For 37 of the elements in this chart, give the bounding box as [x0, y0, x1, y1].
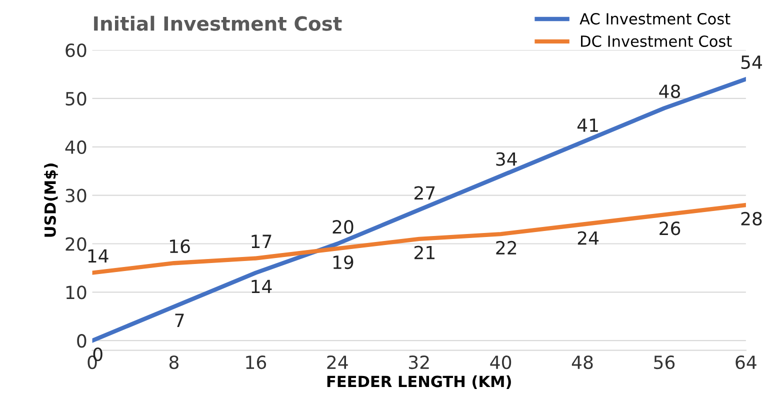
y-tick-label: 20: [66, 237, 86, 251]
data-label: 34: [496, 152, 517, 166]
x-tick-label: 8: [169, 355, 178, 370]
data-label: 7: [175, 314, 184, 327]
data-label: 54: [741, 56, 762, 70]
data-label: 17: [252, 234, 272, 248]
data-label: 20: [332, 220, 354, 234]
y-tick-label: 60: [66, 44, 86, 58]
y-tick-label: 40: [65, 140, 86, 154]
data-label: 26: [660, 222, 680, 236]
x-tick-label: 40: [490, 355, 512, 370]
x-tick-label: 16: [246, 355, 266, 370]
x-tick-label: 32: [408, 355, 429, 370]
data-label: 14: [252, 280, 272, 294]
y-tick-label: 10: [66, 286, 86, 300]
data-label: 27: [414, 186, 435, 200]
legend-label: AC Investment Cost: [580, 13, 730, 25]
data-label: 14: [88, 249, 108, 263]
data-label: 41: [577, 118, 598, 132]
y-tick-label: 30: [66, 188, 86, 202]
data-label: 16: [170, 239, 190, 254]
data-label: 28: [741, 212, 762, 226]
x-axis-title: FEEDER LENGTH (KM): [327, 375, 511, 390]
y-axis-title: USD(M$): [44, 164, 58, 237]
data-label: 24: [578, 231, 599, 245]
data-label: 22: [496, 240, 516, 254]
x-tick-label: 64: [736, 355, 756, 370]
x-tick-label: 48: [572, 355, 593, 370]
data-label: 48: [659, 84, 680, 98]
y-tick-label: 0: [77, 334, 86, 348]
y-tick-label: 50: [66, 92, 86, 106]
data-label: 21: [414, 246, 434, 260]
chart-title: Initial Investment Cost: [94, 16, 342, 31]
legend-label: DC Investment Cost: [581, 35, 732, 47]
data-label: 19: [333, 255, 354, 270]
x-tick-label: 24: [327, 355, 348, 369]
x-tick-label: 56: [654, 355, 675, 370]
